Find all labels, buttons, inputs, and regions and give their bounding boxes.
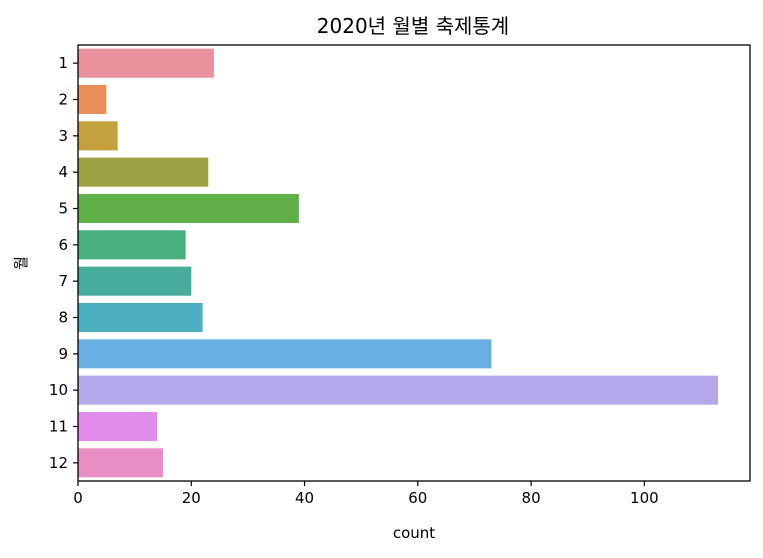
bar-month-4 <box>78 157 209 187</box>
x-axis-label: count <box>393 524 435 542</box>
x-axis-ticks: 0 20 40 60 80 100 <box>73 481 659 507</box>
x-tick-label: 60 <box>408 489 427 507</box>
bar-month-9 <box>78 339 492 369</box>
y-tick-label: 9 <box>58 345 68 363</box>
y-tick-label: 8 <box>58 309 68 327</box>
bar-month-3 <box>78 121 118 151</box>
bar-month-7 <box>78 266 192 296</box>
bar-month-1 <box>78 48 214 78</box>
y-tick-label: 1 <box>58 54 68 72</box>
y-tick-label: 10 <box>49 381 68 399</box>
bar-month-6 <box>78 230 186 260</box>
bar-month-11 <box>78 411 158 442</box>
x-tick-label: 40 <box>295 489 314 507</box>
bar-month-2 <box>78 84 107 115</box>
bar-month-10 <box>78 375 718 405</box>
y-tick-label: 6 <box>58 236 68 254</box>
y-tick-label: 3 <box>58 127 68 145</box>
y-tick-label: 2 <box>58 91 68 109</box>
y-tick-label: 5 <box>58 200 68 218</box>
x-tick-label: 0 <box>73 489 83 507</box>
y-axis-label: 월 <box>12 256 30 270</box>
bar-group <box>78 48 718 478</box>
y-tick-label: 12 <box>49 454 68 472</box>
x-tick-label: 20 <box>182 489 201 507</box>
x-tick-label: 80 <box>522 489 541 507</box>
chart-title: 2020년 월별 축제통계 <box>317 14 509 38</box>
plot-frame <box>77 44 751 482</box>
x-tick-label: 100 <box>630 489 659 507</box>
bar-month-5 <box>78 193 299 224</box>
y-tick-label: 11 <box>49 418 68 436</box>
y-tick-label: 7 <box>58 272 68 290</box>
bar-month-12 <box>78 448 163 478</box>
bar-month-8 <box>78 302 203 333</box>
y-tick-label: 4 <box>58 163 68 181</box>
